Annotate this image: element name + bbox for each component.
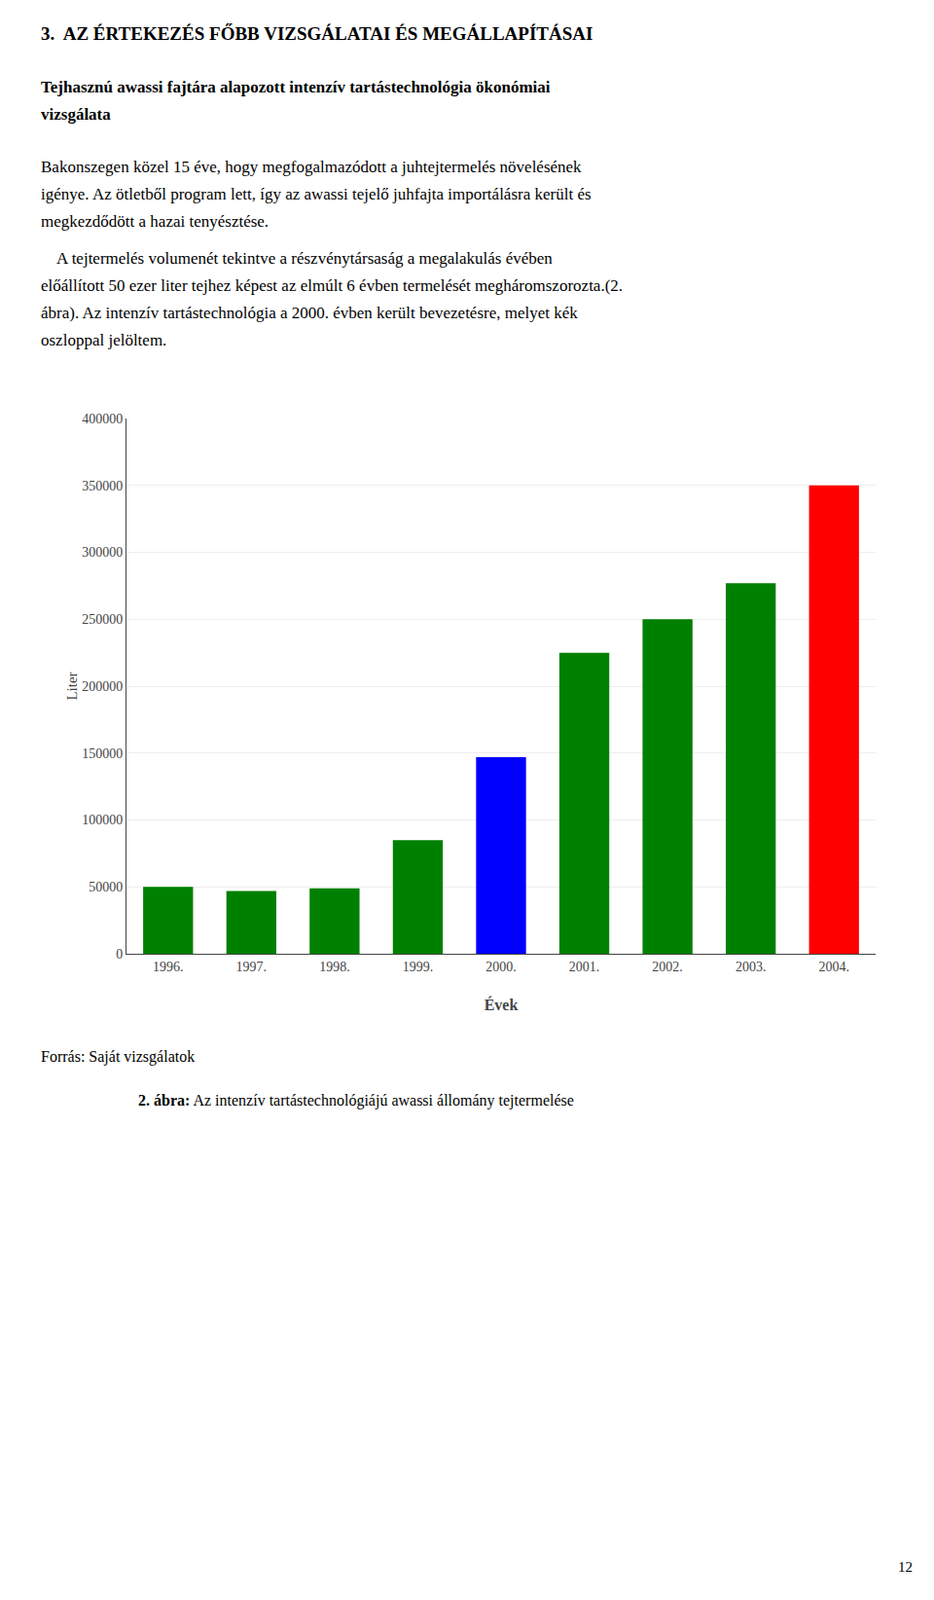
svg-text:Liter: Liter — [64, 671, 80, 700]
svg-text:Tejhasznú awassi fajtára alapo: Tejhasznú awassi fajtára alapozott inten… — [40, 77, 551, 97]
svg-text:ábra). Az intenzív tartástechn: ábra). Az intenzív tartástechnológia a 2… — [40, 303, 578, 323]
svg-text:200000: 200000 — [81, 679, 123, 694]
svg-text:Évek: Évek — [484, 995, 519, 1013]
svg-text:1997.: 1997. — [236, 959, 268, 974]
svg-text:2001.: 2001. — [569, 959, 601, 974]
svg-text:előállított 50 ezer liter tejh: előállított 50 ezer liter tejhez képest … — [40, 276, 623, 295]
svg-text:vizsgálata: vizsgálata — [40, 105, 111, 124]
svg-text:Forrás: Saját vizsgálatok: Forrás: Saját vizsgálatok — [40, 1047, 195, 1066]
svg-text:oszloppal jelöltem.: oszloppal jelöltem. — [40, 330, 167, 350]
svg-text:2003.: 2003. — [735, 959, 767, 974]
svg-text:12: 12 — [898, 1558, 913, 1575]
svg-text:igénye. Az ötletből program le: igénye. Az ötletből program lett, így az… — [40, 184, 592, 204]
svg-text:350000: 350000 — [81, 478, 123, 494]
svg-text:1996.: 1996. — [152, 959, 184, 974]
svg-text:50000: 50000 — [88, 879, 123, 895]
svg-text:0: 0 — [115, 946, 123, 962]
svg-text:1999.: 1999. — [402, 959, 434, 974]
svg-text:400000: 400000 — [81, 411, 123, 427]
svg-text:3. AZ ÉRTEKEZÉS FŐBB VIZSGÁLA: 3. AZ ÉRTEKEZÉS FŐBB VIZSGÁLATAI ÉS MEGÁ… — [40, 23, 593, 44]
svg-text:1998.: 1998. — [319, 959, 351, 974]
svg-text:100000: 100000 — [81, 812, 123, 827]
svg-text:2000.: 2000. — [485, 959, 517, 974]
svg-text:2004.: 2004. — [818, 959, 850, 974]
svg-text:2. ábra: Az intenzív tartástec: 2. ábra: Az intenzív tartástechnológiájú… — [138, 1091, 575, 1110]
svg-text:Bakonszegen közel 15 éve, hogy: Bakonszegen közel 15 éve, hogy megfogalm… — [40, 157, 582, 177]
svg-text:megkezdődött a hazai tenyészté: megkezdődött a hazai tenyésztése. — [40, 212, 269, 231]
svg-text:A tejtermelés volumenét tekint: A tejtermelés volumenét tekintve a részv… — [40, 249, 553, 268]
svg-text:150000: 150000 — [81, 746, 123, 761]
svg-text:2002.: 2002. — [651, 959, 683, 974]
svg-text:300000: 300000 — [81, 544, 123, 560]
svg-text:250000: 250000 — [81, 611, 123, 627]
